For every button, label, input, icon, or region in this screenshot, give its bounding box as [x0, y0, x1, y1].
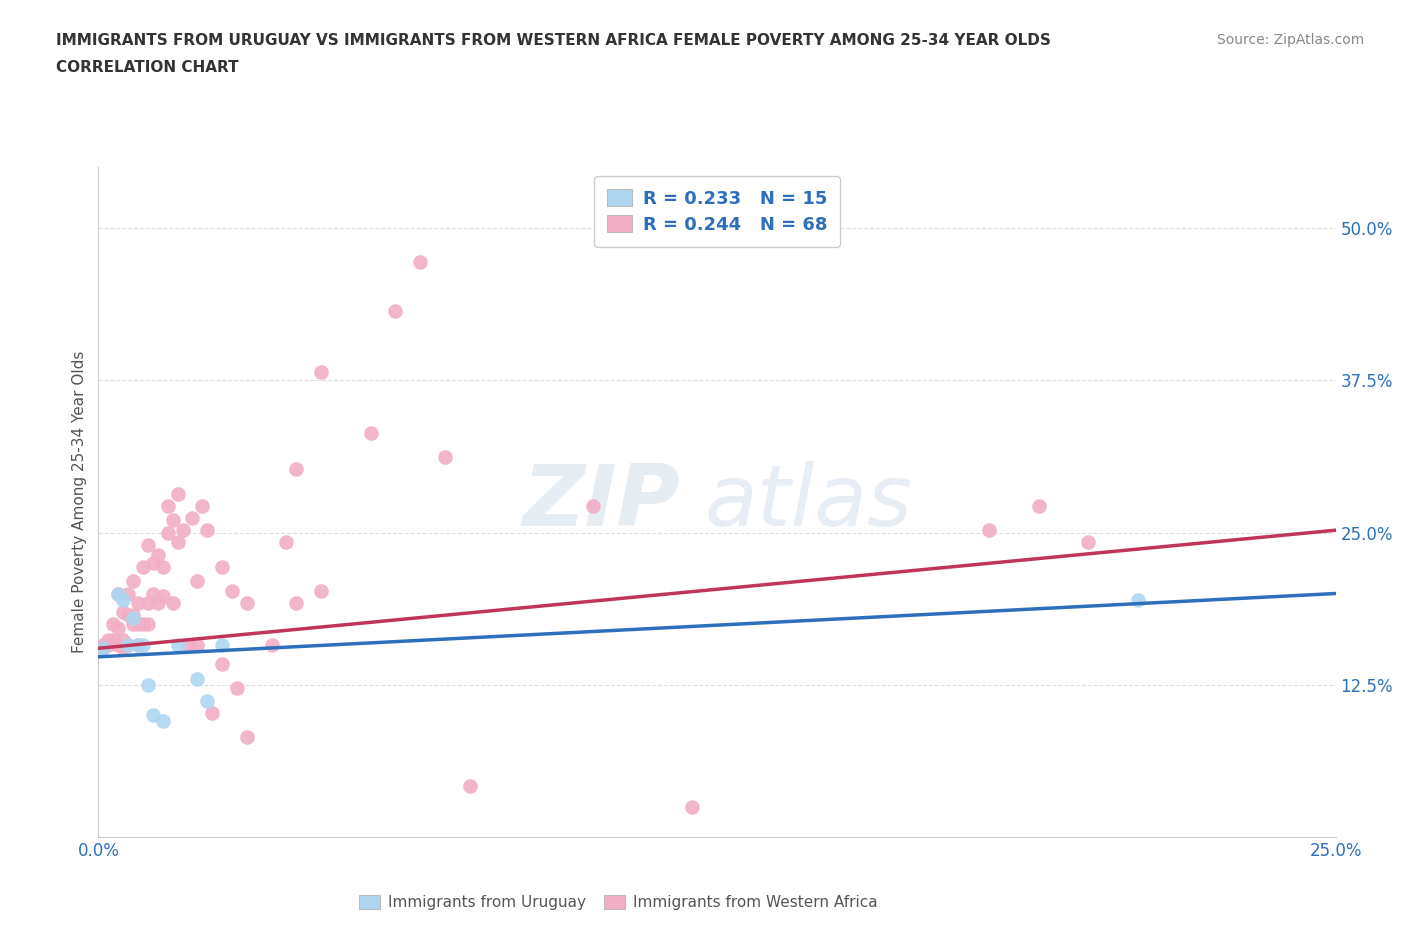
- Point: [132, 637, 155, 652]
- Point: [152, 714, 174, 729]
- Point: [117, 608, 139, 623]
- Point: [166, 486, 188, 501]
- Point: [582, 498, 605, 513]
- Text: IMMIGRANTS FROM URUGUAY VS IMMIGRANTS FROM WESTERN AFRICA FEMALE POVERTY AMONG 2: IMMIGRANTS FROM URUGUAY VS IMMIGRANTS FR…: [56, 33, 1052, 47]
- Point: [166, 535, 188, 550]
- Point: [1028, 498, 1050, 513]
- Point: [156, 525, 179, 540]
- Point: [979, 523, 1001, 538]
- Point: [112, 641, 135, 656]
- Point: [117, 586, 139, 601]
- Point: [112, 592, 135, 607]
- Point: [112, 632, 135, 647]
- Point: [152, 589, 174, 604]
- Text: CORRELATION CHART: CORRELATION CHART: [56, 60, 239, 75]
- Point: [107, 637, 129, 652]
- Point: [152, 559, 174, 574]
- Point: [122, 574, 145, 589]
- Point: [93, 641, 115, 656]
- Point: [132, 617, 155, 631]
- Point: [93, 641, 115, 656]
- Point: [103, 632, 125, 647]
- Legend: Immigrants from Uruguay, Immigrants from Western Africa: Immigrants from Uruguay, Immigrants from…: [353, 889, 884, 916]
- Point: [146, 596, 169, 611]
- Point: [103, 617, 125, 631]
- Text: ZIP: ZIP: [522, 460, 681, 544]
- Point: [156, 498, 179, 513]
- Point: [93, 637, 115, 652]
- Point: [186, 637, 208, 652]
- Point: [433, 450, 456, 465]
- Point: [186, 574, 208, 589]
- Point: [107, 586, 129, 601]
- Point: [201, 705, 224, 720]
- Point: [360, 425, 382, 440]
- Point: [195, 693, 218, 708]
- Point: [117, 637, 139, 652]
- Point: [458, 778, 481, 793]
- Point: [172, 523, 194, 538]
- Point: [211, 637, 233, 652]
- Point: [122, 608, 145, 623]
- Point: [191, 498, 214, 513]
- Point: [211, 559, 233, 574]
- Point: [276, 535, 298, 550]
- Point: [221, 584, 243, 599]
- Point: [186, 671, 208, 686]
- Point: [1077, 535, 1099, 550]
- Point: [97, 637, 120, 652]
- Point: [146, 547, 169, 562]
- Point: [127, 617, 149, 631]
- Text: atlas: atlas: [704, 460, 912, 544]
- Point: [127, 637, 149, 652]
- Point: [122, 610, 145, 625]
- Point: [162, 596, 184, 611]
- Point: [176, 637, 198, 652]
- Point: [97, 632, 120, 647]
- Point: [142, 708, 165, 723]
- Point: [236, 730, 259, 745]
- Point: [136, 538, 159, 552]
- Point: [107, 586, 129, 601]
- Point: [260, 637, 283, 652]
- Point: [211, 657, 233, 671]
- Point: [122, 617, 145, 631]
- Point: [127, 637, 149, 652]
- Text: Source: ZipAtlas.com: Source: ZipAtlas.com: [1216, 33, 1364, 46]
- Y-axis label: Female Poverty Among 25-34 Year Olds: Female Poverty Among 25-34 Year Olds: [72, 351, 87, 654]
- Point: [132, 559, 155, 574]
- Point: [136, 677, 159, 692]
- Point: [107, 620, 129, 635]
- Point: [409, 255, 432, 270]
- Point: [136, 617, 159, 631]
- Point: [309, 365, 332, 379]
- Point: [166, 637, 188, 652]
- Point: [1126, 592, 1149, 607]
- Point: [285, 462, 308, 477]
- Point: [112, 604, 135, 619]
- Point: [309, 584, 332, 599]
- Point: [384, 303, 406, 318]
- Point: [142, 555, 165, 570]
- Point: [181, 511, 204, 525]
- Point: [136, 596, 159, 611]
- Point: [127, 596, 149, 611]
- Point: [195, 523, 218, 538]
- Point: [285, 596, 308, 611]
- Point: [236, 596, 259, 611]
- Point: [117, 637, 139, 652]
- Point: [142, 586, 165, 601]
- Point: [162, 513, 184, 528]
- Point: [226, 681, 249, 696]
- Point: [681, 799, 703, 814]
